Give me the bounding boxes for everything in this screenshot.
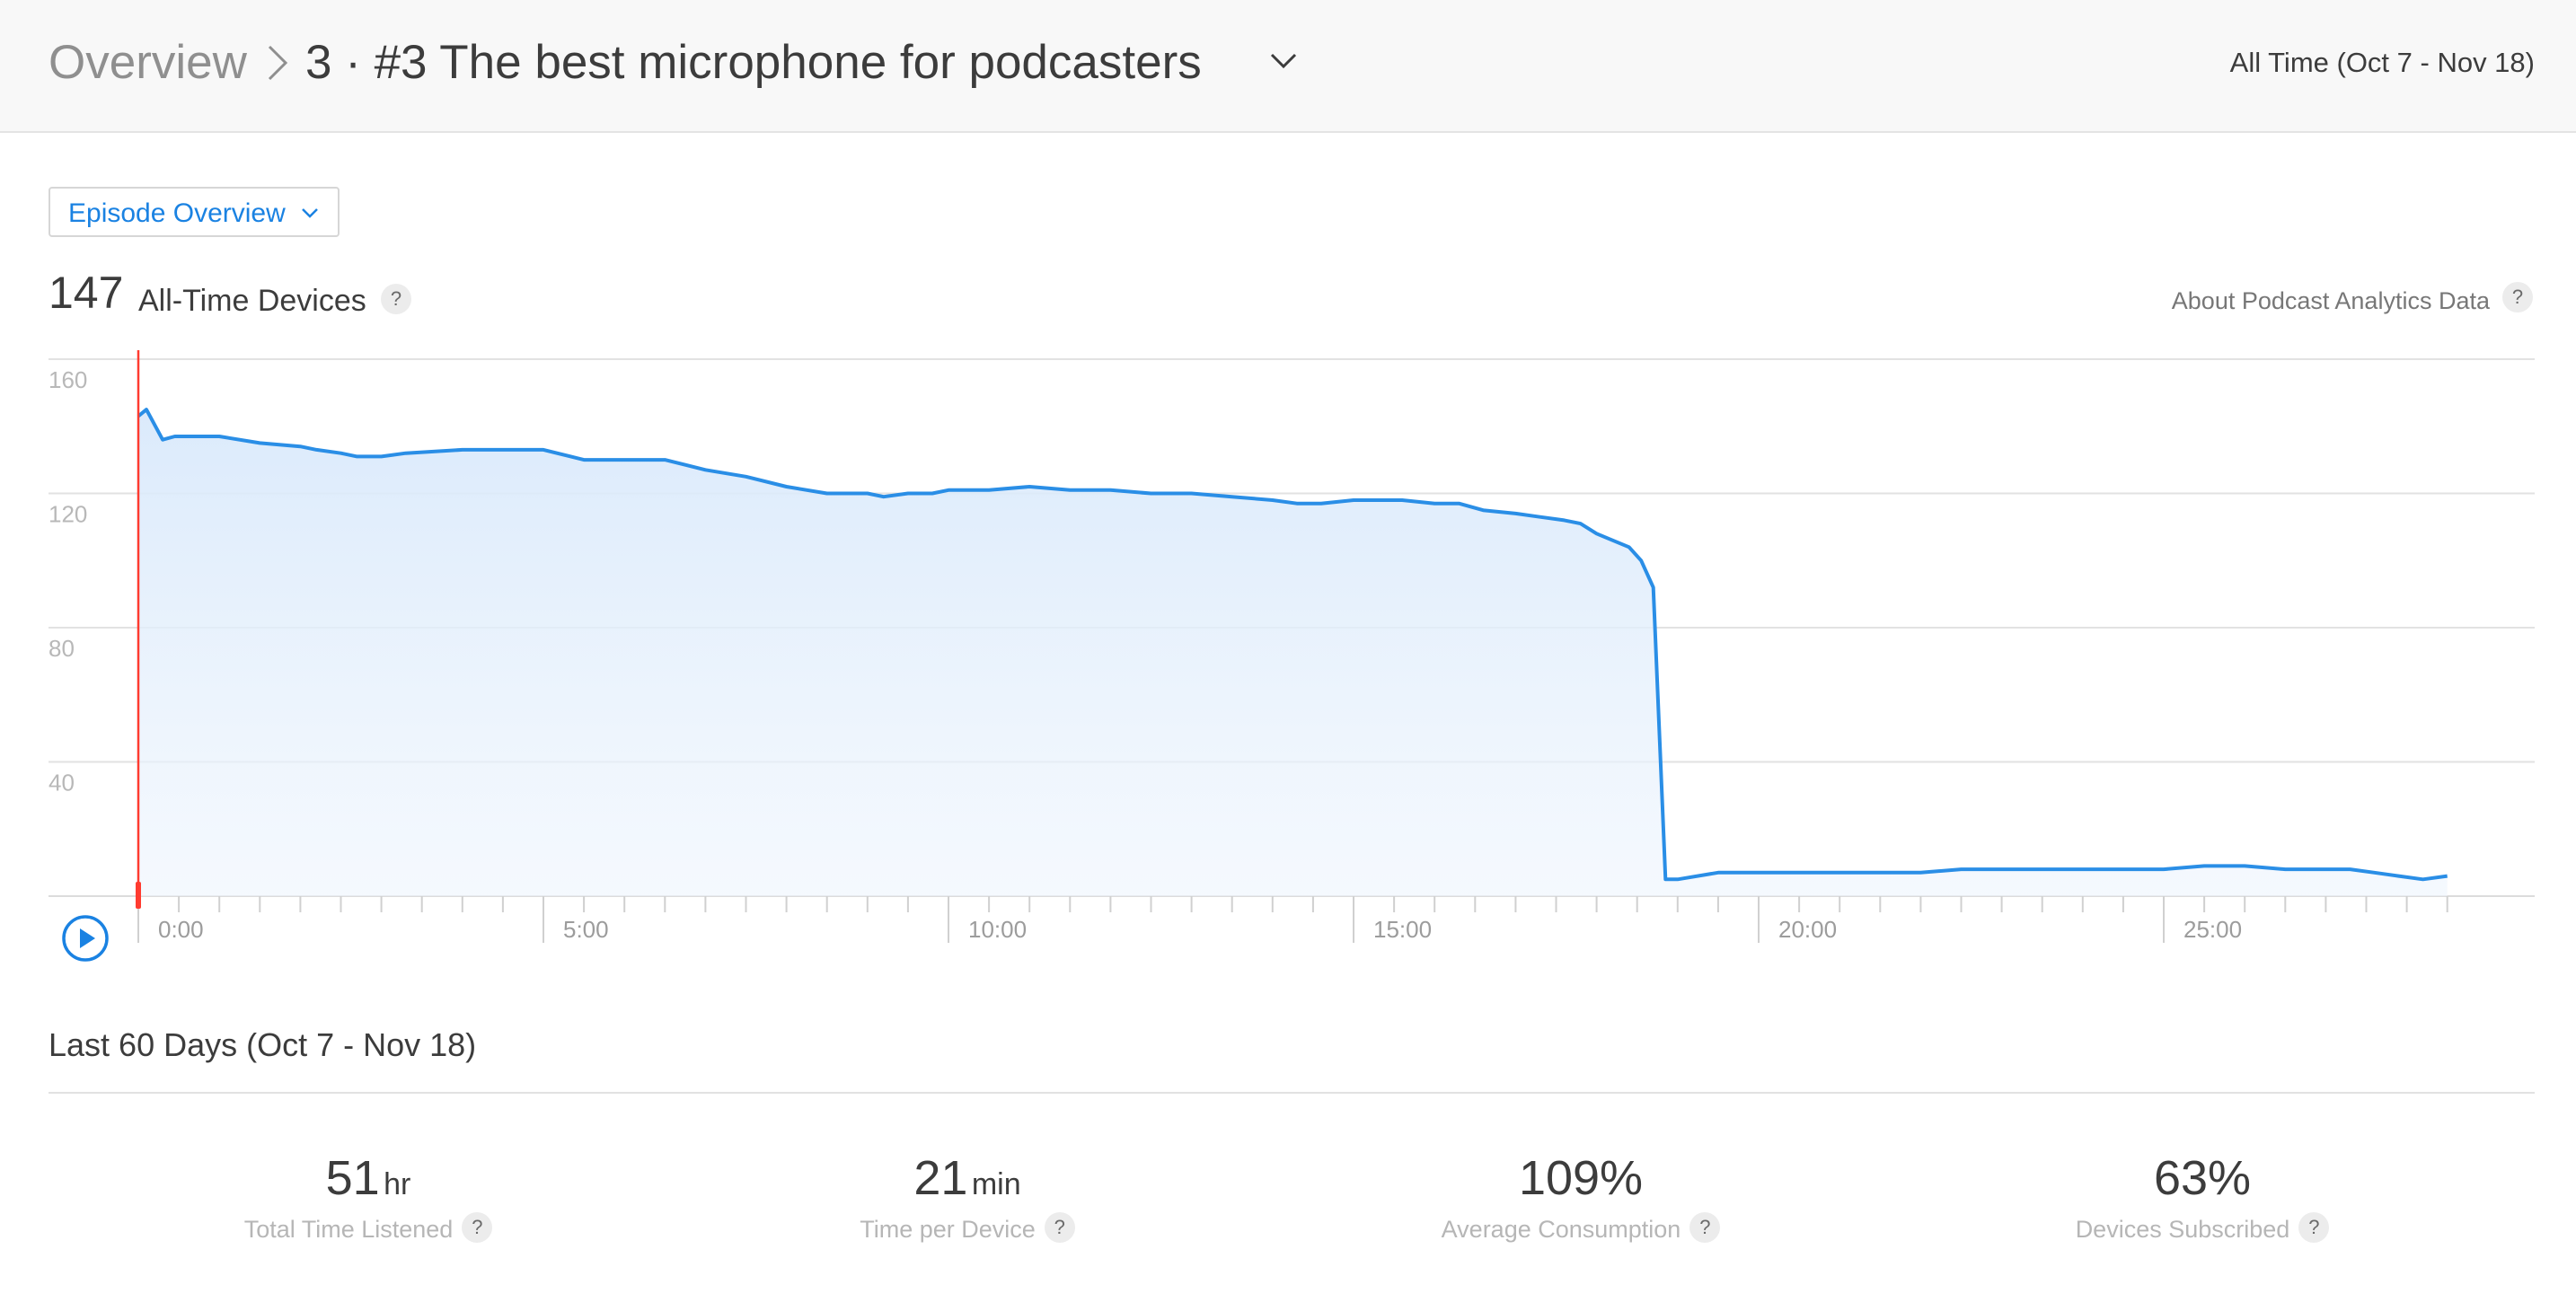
help-icon[interactable]: ? (2298, 1211, 2330, 1243)
stat-unit: hr (384, 1167, 411, 1201)
help-icon[interactable]: ? (1044, 1211, 1075, 1243)
x-tick-label: 10:00 (968, 916, 1027, 943)
stat-average-consumption: 109% Average Consumption? (1311, 1149, 1850, 1246)
stat-time-per-device: 21 min Time per Device? (698, 1149, 1237, 1246)
stat-caption-row: Devices Subscribed? (1933, 1211, 2472, 1246)
y-tick-label: 80 (49, 635, 75, 662)
stat-caption-row: Time per Device? (698, 1211, 1237, 1246)
stat-value-row: 63% (1933, 1149, 2472, 1207)
series-line (137, 408, 2448, 882)
stat-value: 109% (1518, 1151, 1644, 1205)
section-title: Last 60 Days (Oct 7 - Nov 18) (49, 1026, 477, 1063)
stat-caption: Average Consumption (1441, 1216, 1681, 1243)
episode-overview-label: Episode Overview (68, 198, 286, 228)
stat-value: 63% (2153, 1151, 2252, 1205)
x-tick-label: 20:00 (1778, 916, 1837, 943)
all-time-devices-label: All-Time Devices (138, 284, 366, 318)
series-area-fill (138, 409, 2448, 897)
chevron-right-icon (268, 45, 288, 81)
stat-caption-row: Average Consumption? (1311, 1211, 1850, 1246)
breadcrumb-overview-link[interactable]: Overview (49, 36, 247, 89)
stat-value-row: 51 hr (99, 1149, 638, 1207)
all-time-devices-count: 147 (49, 268, 124, 318)
stat-caption-row: Total Time Listened? (99, 1211, 638, 1246)
x-tick-label: 5:00 (563, 916, 609, 943)
stat-caption: Devices Subscribed (2075, 1216, 2290, 1243)
stat-value: 21 (913, 1151, 968, 1205)
stat-total-time-listened: 51 hr Total Time Listened? (99, 1149, 638, 1246)
stat-caption: Total Time Listened (243, 1216, 454, 1243)
stat-value-row: 109% (1311, 1149, 1850, 1207)
help-icon[interactable]: ? (381, 284, 411, 314)
play-icon[interactable] (61, 914, 110, 963)
episode-title-dropdown[interactable]: 3 · #3 The best microphone for podcaster… (305, 36, 1202, 89)
x-tick-label: 25:00 (2183, 916, 2242, 943)
y-tick-label: 120 (49, 501, 87, 528)
stat-unit: min (971, 1167, 1021, 1201)
y-tick-label: 40 (49, 770, 75, 796)
stat-caption: Time per Device (860, 1216, 1036, 1243)
date-range-selector[interactable]: All Time (Oct 7 - Nov 18) (2229, 47, 2535, 78)
devices-retention-chart: 40 80 120 160 0:00 5:00 10:00 15:00 20:00 25:00 (49, 350, 2535, 943)
about-podcast-analytics-link[interactable]: About Podcast Analytics Data (2171, 287, 2490, 314)
help-icon[interactable]: ? (2502, 282, 2533, 312)
chevron-down-icon (302, 208, 318, 218)
help-icon[interactable]: ? (1689, 1211, 1721, 1243)
y-tick-label: 160 (49, 366, 87, 393)
help-icon[interactable]: ? (462, 1211, 493, 1243)
stat-value: 51 (325, 1151, 380, 1205)
episode-overview-select[interactable]: Episode Overview (49, 187, 340, 237)
stat-devices-subscribed: 63% Devices Subscribed? (1933, 1149, 2472, 1246)
playhead-handle (136, 882, 141, 909)
top-header: Overview 3 · #3 The best microphone for … (0, 0, 2576, 133)
section-divider (49, 1092, 2535, 1094)
stat-value-row: 21 min (698, 1149, 1237, 1207)
chevron-down-icon[interactable] (1268, 50, 1299, 72)
x-tick-label: 15:00 (1373, 916, 1432, 943)
x-tick-label: 0:00 (158, 916, 204, 943)
